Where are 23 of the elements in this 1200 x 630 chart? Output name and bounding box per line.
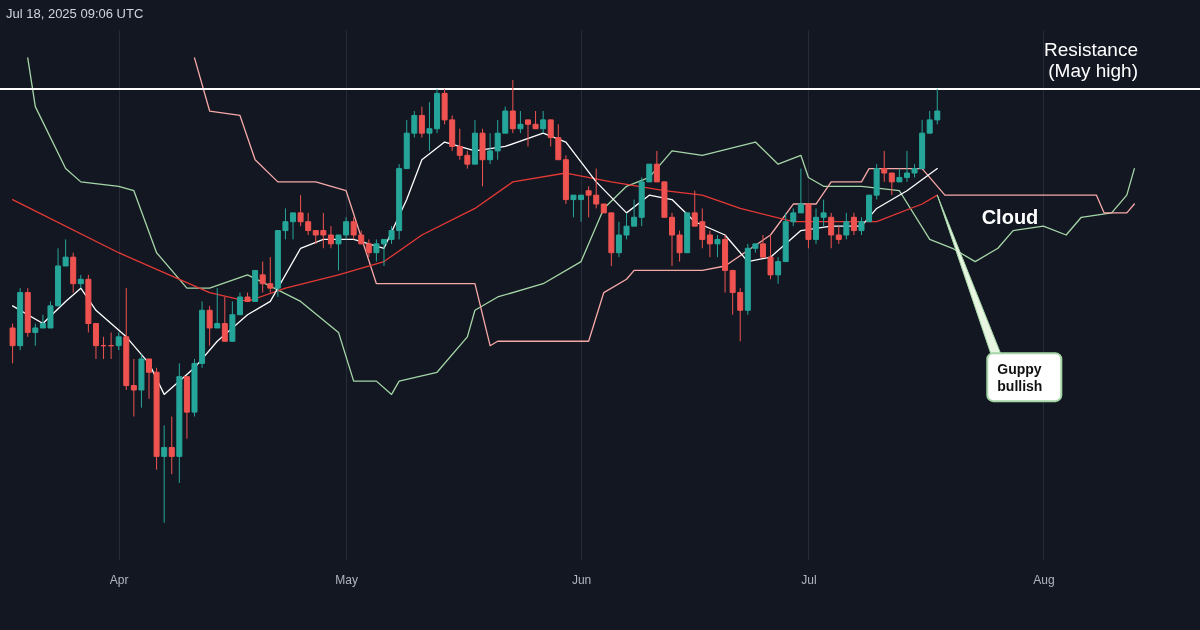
candlestick <box>517 110 524 134</box>
x-tick-label: May <box>335 572 358 587</box>
x-tick-label: Jul <box>801 572 817 587</box>
candlestick <box>32 323 39 347</box>
x-tick-label: Apr <box>109 572 129 587</box>
x-tick-label: Jun <box>571 572 592 587</box>
candlestick <box>206 305 213 347</box>
candlestick <box>138 354 145 409</box>
annotation: Cloud <box>981 206 1039 228</box>
candlestick <box>835 225 842 245</box>
candlestick <box>714 234 721 258</box>
x-tick-label: Aug <box>1033 572 1055 587</box>
candlestick <box>479 128 486 187</box>
candlestick <box>252 269 259 302</box>
candlestick <box>214 287 221 329</box>
candlestick <box>805 203 812 249</box>
candlestick <box>881 150 888 183</box>
candlestick <box>888 172 895 196</box>
annotation: Guppy bullish <box>997 361 1043 395</box>
text: Jul 18, 2025 09:06 UTC <box>6 6 144 21</box>
candlestick <box>9 323 16 364</box>
candlestick <box>684 212 691 254</box>
ref-line-label: Resistance (May high) <box>1044 38 1138 81</box>
